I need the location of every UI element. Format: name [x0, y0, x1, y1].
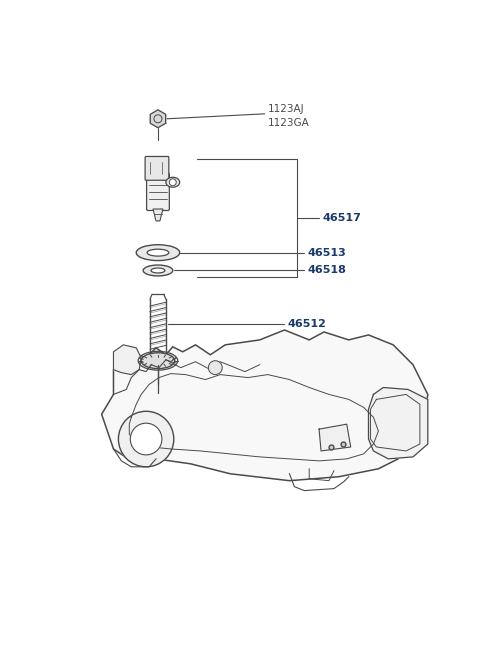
- Text: 46513: 46513: [307, 248, 346, 257]
- Ellipse shape: [141, 353, 175, 369]
- Ellipse shape: [136, 245, 180, 261]
- Text: 46517: 46517: [322, 214, 361, 223]
- Circle shape: [119, 411, 174, 467]
- Text: 1123AJ: 1123AJ: [268, 104, 304, 114]
- Polygon shape: [319, 424, 351, 451]
- Ellipse shape: [147, 249, 169, 256]
- FancyBboxPatch shape: [145, 157, 169, 180]
- Polygon shape: [150, 110, 166, 128]
- Ellipse shape: [151, 268, 165, 273]
- Ellipse shape: [166, 178, 180, 187]
- Ellipse shape: [143, 265, 173, 276]
- Text: 1123GA: 1123GA: [268, 118, 310, 128]
- FancyBboxPatch shape: [146, 173, 169, 210]
- Polygon shape: [369, 388, 428, 459]
- Polygon shape: [102, 330, 428, 481]
- Text: 46512: 46512: [288, 319, 326, 329]
- Text: 46518: 46518: [307, 265, 346, 276]
- Polygon shape: [113, 345, 141, 375]
- Polygon shape: [153, 209, 163, 221]
- Circle shape: [130, 423, 162, 455]
- Circle shape: [169, 179, 176, 186]
- Circle shape: [208, 361, 222, 375]
